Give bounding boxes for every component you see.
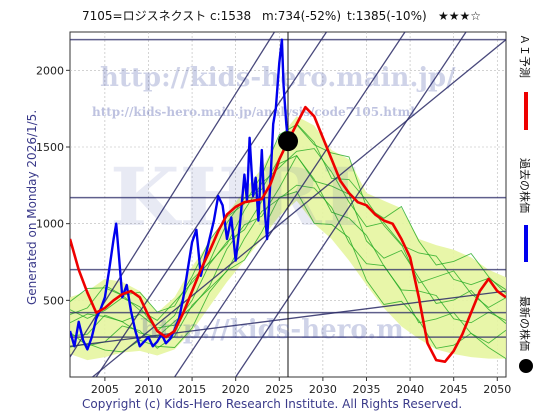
trend-line-1 xyxy=(95,32,328,377)
latest-layer xyxy=(278,131,298,152)
y-tick-label-500: 500 xyxy=(43,294,64,307)
x-tick-label-2035: 2035 xyxy=(352,383,380,396)
legend-latest-dot xyxy=(519,359,533,373)
x-tick-label-2045: 2045 xyxy=(440,383,468,396)
chart-title: 7105=ロジスネクスト xyxy=(82,9,206,23)
y-tick-label-1500: 1500 xyxy=(36,141,64,154)
current-price: c:1538 xyxy=(210,9,251,23)
legend-past-label: 過去の株価 xyxy=(518,158,532,213)
x-tick-label-2025: 2025 xyxy=(265,383,293,396)
y-tick-label-2000: 2000 xyxy=(36,64,64,77)
generated-date: Generated on Monday 2026/1/5. xyxy=(25,110,39,305)
legend-latest-label: 最新の株価 xyxy=(518,296,532,351)
legend: ＡＩ予測 過去の株価 最新の株価 xyxy=(518,34,533,373)
y-tick-label-1000: 1000 xyxy=(36,218,64,231)
x-tick-label-2005: 2005 xyxy=(91,383,119,396)
min-price: m:734(-52%) xyxy=(262,9,341,23)
watermark-url-lower: http://kids-hero.m xyxy=(140,315,404,345)
trend-line-2 xyxy=(174,32,406,377)
trend-lines xyxy=(70,32,506,377)
target-price: t:1385(-10%) xyxy=(347,9,427,23)
x-tick-label-2030: 2030 xyxy=(309,383,337,396)
x-tick-label-2010: 2010 xyxy=(134,383,162,396)
x-tick-label-2050: 2050 xyxy=(483,383,511,396)
x-tick-label-2015: 2015 xyxy=(178,383,206,396)
watermark-big: KHRI xyxy=(110,150,359,244)
legend-ai-label: ＡＩ予測 xyxy=(518,34,532,78)
x-tick-label-2020: 2020 xyxy=(222,383,250,396)
latest-price-dot xyxy=(278,131,298,152)
watermark-url-sub: http://kids-hero.main.jp/analysis/code71… xyxy=(92,105,415,119)
series-past xyxy=(70,38,290,351)
rating-stars: ★★★☆ xyxy=(438,9,481,23)
x-tick-label-2040: 2040 xyxy=(396,383,424,396)
copyright: Copyright (c) Kids-Hero Research Institu… xyxy=(82,397,462,411)
y-axis: 500 1000 1500 2000 xyxy=(36,64,70,307)
trend-line-0 xyxy=(70,32,276,358)
x-axis: 2005 2010 2015 2020 2025 2030 2035 2040 2045 2050 xyxy=(91,377,511,396)
trend-line-3 xyxy=(235,32,467,377)
